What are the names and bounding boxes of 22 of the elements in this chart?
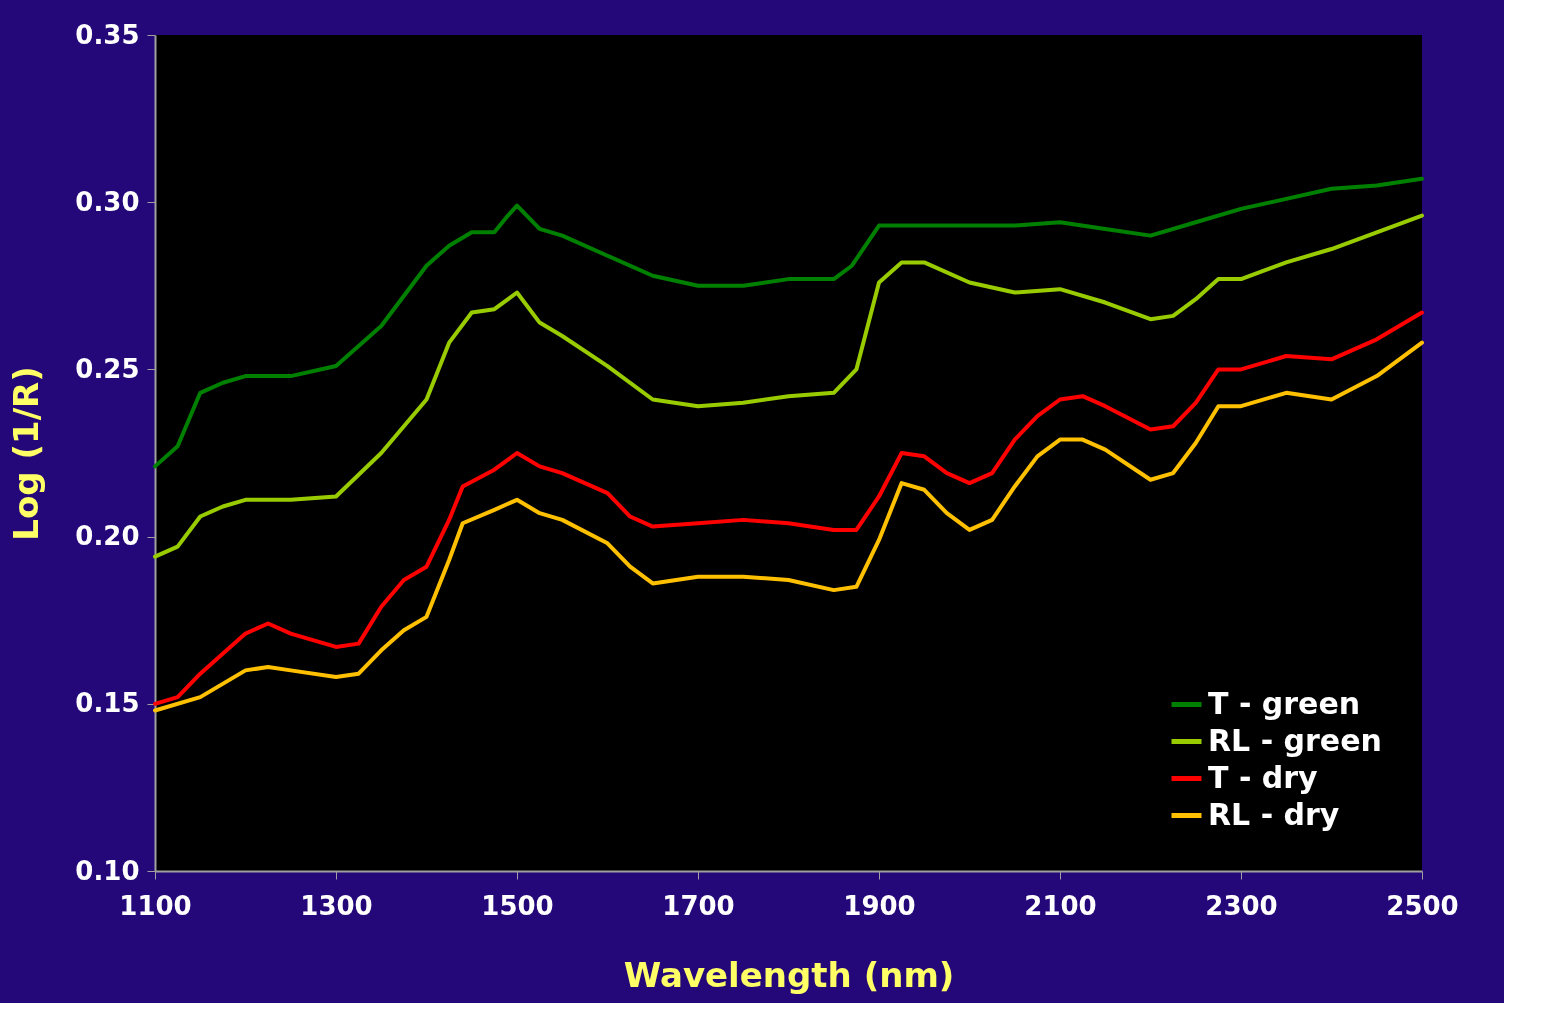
y-tick-label: 0.35 bbox=[75, 19, 140, 50]
x-tick-label: 2100 bbox=[1024, 890, 1097, 921]
x-tick-label: 1300 bbox=[300, 890, 373, 921]
x-tick-label: 1700 bbox=[662, 890, 735, 921]
x-tick-label: 1900 bbox=[843, 890, 916, 921]
legend-label: T - dry bbox=[1208, 759, 1319, 795]
line-series bbox=[153, 213, 1424, 559]
legend-label: RL - green bbox=[1208, 722, 1382, 758]
x-tick-label: 2500 bbox=[1386, 890, 1459, 921]
y-tick-label: 0.10 bbox=[75, 855, 140, 886]
legend-label: T - green bbox=[1208, 685, 1361, 721]
y-tick-label: 0.25 bbox=[75, 353, 140, 384]
line-series bbox=[153, 176, 1424, 469]
y-axis-title: Log (1/R) bbox=[6, 366, 47, 541]
y-tick-label: 0.20 bbox=[75, 521, 140, 552]
legend-label: RL - dry bbox=[1208, 796, 1340, 832]
y-tick-label: 0.15 bbox=[75, 688, 140, 719]
x-axis-title: Wavelength (nm) bbox=[623, 954, 955, 995]
x-tick-label: 1100 bbox=[119, 890, 192, 921]
x-tick-label: 1500 bbox=[481, 890, 554, 921]
x-tick-label: 2300 bbox=[1205, 890, 1278, 921]
y-tick-label: 0.30 bbox=[75, 186, 140, 217]
